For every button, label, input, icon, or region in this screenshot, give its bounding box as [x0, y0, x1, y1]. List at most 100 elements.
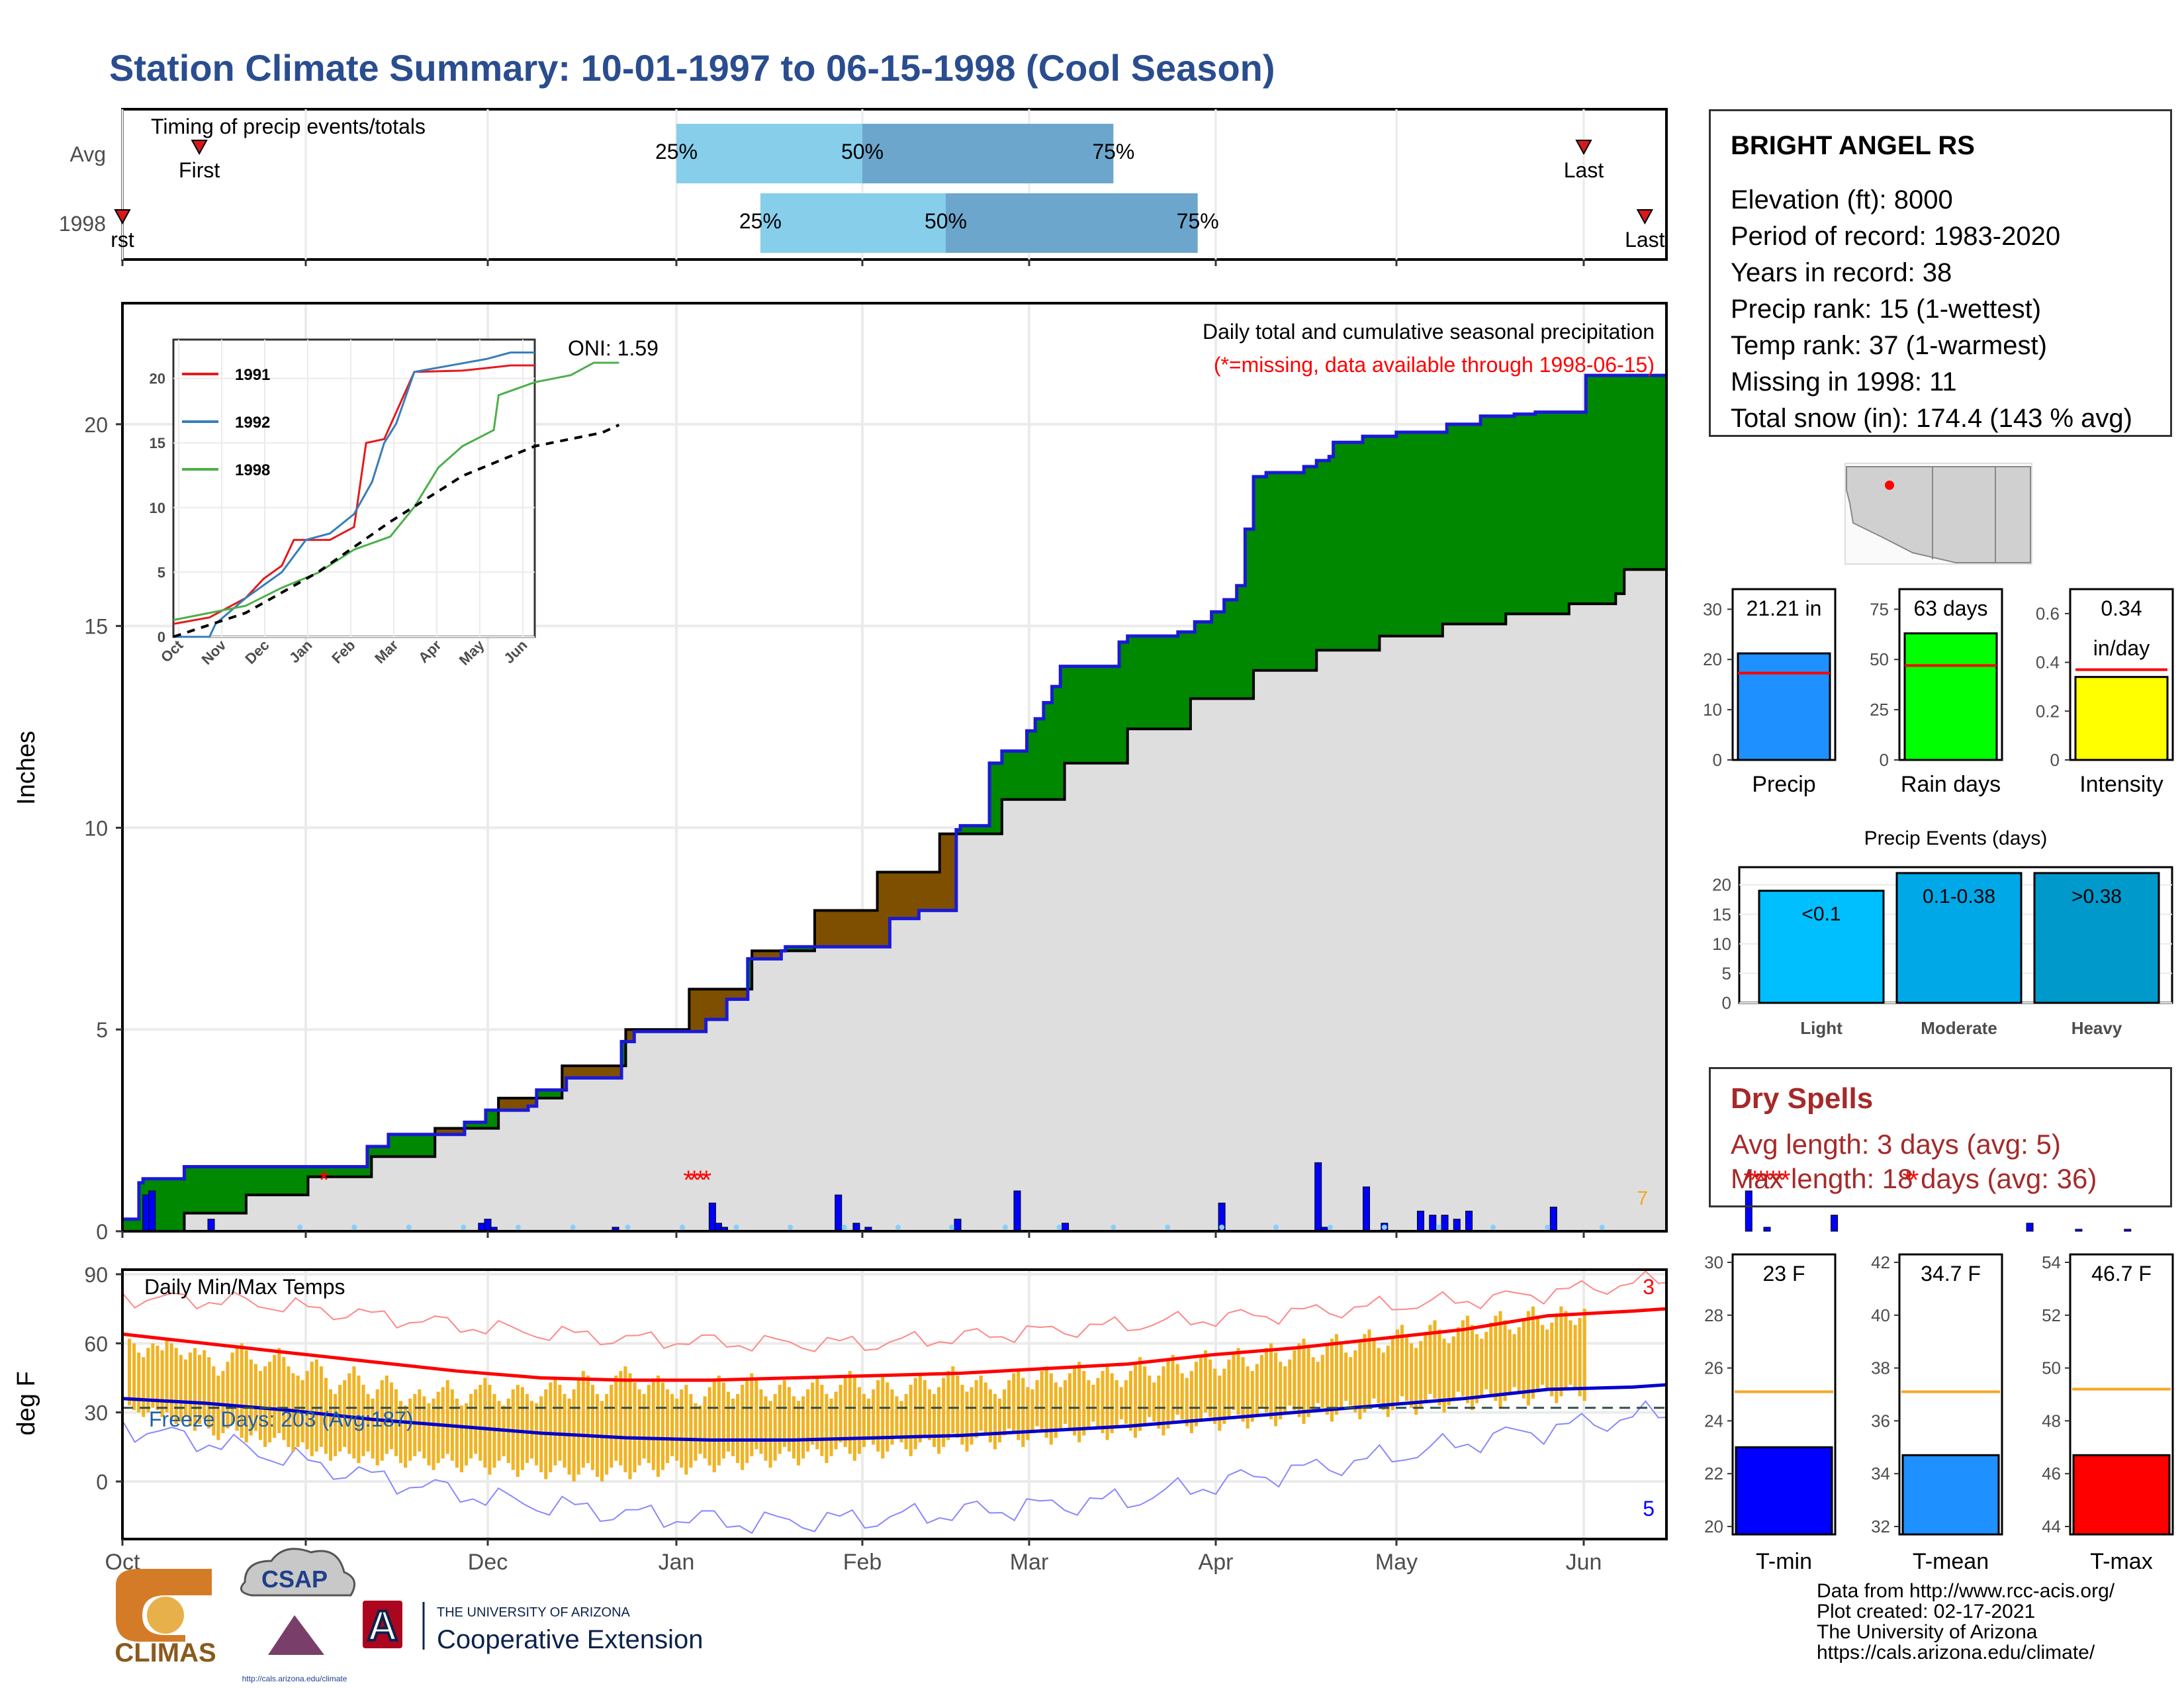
- missing-marker: *: [1756, 1166, 1766, 1195]
- temp-bar: [1241, 1357, 1245, 1422]
- temp-bar: [1372, 1338, 1376, 1399]
- trace-dot: [1435, 1225, 1441, 1230]
- temp-bar: [946, 1371, 950, 1440]
- temp-bar: [1489, 1323, 1493, 1394]
- event-category-label: Light: [1800, 1018, 1843, 1038]
- temp-bar: [642, 1393, 646, 1459]
- station-years: Years in record: 38: [1731, 258, 1952, 287]
- temp-bar: [132, 1343, 136, 1411]
- temp-bar: [759, 1389, 763, 1454]
- temp-bar: [1484, 1331, 1488, 1389]
- temp-bar: [1494, 1315, 1498, 1401]
- temp-bar: [731, 1398, 735, 1456]
- temp-bar: [230, 1352, 234, 1425]
- obs-cumulative-line: [122, 373, 1666, 1221]
- missing-marker: *: [683, 1166, 694, 1195]
- temp-bar: [1030, 1389, 1034, 1433]
- credits: Data from http://www.rcc-acis.org/ Plot …: [1817, 1580, 2115, 1664]
- temp-bar: [1133, 1362, 1138, 1438]
- temp-bar: [160, 1350, 164, 1417]
- timing-quartile-label: 50%: [925, 209, 967, 233]
- temp-bar: [188, 1352, 192, 1427]
- temp-bar: [651, 1380, 655, 1470]
- month-label: May: [1375, 1550, 1418, 1575]
- station-snow: Total snow (in): 174.4 (143 % avg): [1731, 404, 2132, 433]
- temp-bar: [1381, 1352, 1385, 1411]
- temp-bar: [1073, 1366, 1077, 1436]
- summary-tick-label: 10: [1703, 700, 1722, 720]
- temp-bar: [637, 1389, 641, 1466]
- temp-bar: [590, 1384, 594, 1470]
- temp-bar: [1143, 1366, 1147, 1425]
- temp-bar: [1349, 1357, 1353, 1406]
- trace-dot: [1545, 1225, 1551, 1230]
- temp-bar: [942, 1378, 946, 1447]
- temp-bar: [614, 1376, 618, 1461]
- event-category-label: Moderate: [1921, 1018, 1997, 1038]
- temp-bar: [965, 1391, 969, 1452]
- temp-bar: [1185, 1378, 1189, 1427]
- trace-dot: [625, 1225, 631, 1230]
- y-tick-label: 5: [96, 1018, 108, 1042]
- temp-bar: [1293, 1350, 1297, 1411]
- month-label: Jan: [659, 1550, 695, 1575]
- temp-bar: [960, 1384, 964, 1445]
- avg-min-line: [122, 1383, 1667, 1442]
- dry-spells-avg: Avg length: 3 days (avg: 5): [1731, 1129, 2061, 1160]
- temp-bar: [1101, 1371, 1105, 1433]
- temp-bar: [628, 1373, 632, 1479]
- temp-bar: [418, 1389, 422, 1452]
- summary-tick-label: 0.2: [2036, 701, 2060, 721]
- timing-bar-q2: [862, 124, 1114, 183]
- temp-bar: [1363, 1334, 1367, 1413]
- temp-bar: [1522, 1318, 1525, 1399]
- tsum-axis-label: T-mean: [1913, 1549, 1989, 1574]
- temp-bar: [1456, 1327, 1460, 1392]
- first-marker: [114, 209, 131, 225]
- missing-marker: *: [319, 1166, 330, 1195]
- timing-quartile-label: 25%: [739, 209, 782, 233]
- temp-bar: [904, 1393, 908, 1450]
- timing-row-label: 1998: [59, 212, 106, 236]
- temp-bar: [1003, 1389, 1007, 1436]
- temp-bar: [773, 1393, 777, 1461]
- temp-bar: [680, 1389, 684, 1468]
- temp-bar: [1498, 1311, 1502, 1408]
- temp-bar: [1531, 1306, 1535, 1399]
- climas-logo-sun: [147, 1597, 184, 1634]
- event-bar-label: <0.1: [1801, 904, 1841, 925]
- missing-marker: *: [1909, 1166, 1919, 1195]
- tsum-tick-label: 24: [1704, 1411, 1723, 1430]
- temp-bar: [445, 1380, 449, 1454]
- trace-dot: [406, 1225, 412, 1230]
- missing-marker: *: [1774, 1166, 1785, 1195]
- temp-bar: [890, 1389, 894, 1445]
- first-label: First: [179, 158, 220, 182]
- temp-bar: [1400, 1325, 1404, 1397]
- station-info-box: BRIGHT ANGEL RS Elevation (ft): 8000 Per…: [1709, 109, 2172, 437]
- temp-bar: [165, 1338, 169, 1413]
- temp-bar: [334, 1393, 338, 1456]
- temp-bar: [857, 1387, 861, 1454]
- summary-tick-label: 30: [1703, 599, 1722, 619]
- temp-bar: [174, 1348, 178, 1425]
- record-low-count: 5: [1643, 1497, 1655, 1521]
- tsum-tick-label: 28: [1704, 1305, 1723, 1325]
- temp-bar: [1325, 1345, 1329, 1415]
- temp-bar: [923, 1380, 927, 1436]
- temp-bar: [1232, 1352, 1236, 1411]
- freeze-days-label: Freeze Days: 203 (Avg:187): [149, 1407, 414, 1431]
- temp-bar: [600, 1401, 604, 1482]
- ua-logo-block: [363, 1601, 402, 1648]
- y-tick-label: 20: [84, 413, 108, 437]
- temp-bar: [623, 1366, 627, 1473]
- temp-bar: [839, 1384, 842, 1442]
- temp-bar: [244, 1350, 248, 1442]
- tsum-tick-label: 20: [1704, 1517, 1723, 1536]
- tsum-tick-label: 50: [2042, 1358, 2061, 1378]
- temp-bar: [258, 1371, 263, 1440]
- temp-bar: [1222, 1368, 1226, 1425]
- summary-tick-label: 50: [1870, 649, 1889, 669]
- page-title: Station Climate Summary: 10-01-1997 to 0…: [109, 47, 1275, 89]
- summary-axis-label: Rain days: [1901, 772, 2001, 797]
